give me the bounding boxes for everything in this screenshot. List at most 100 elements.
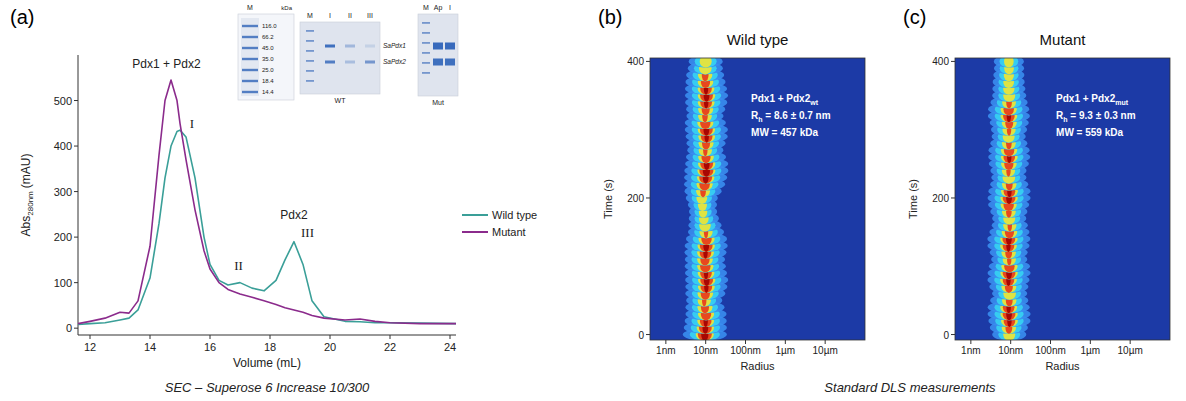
annotation: I: [190, 116, 194, 131]
x-tick-label: 1µm: [1081, 345, 1101, 356]
y-tick-label: 300: [54, 186, 72, 198]
gel-band: [306, 60, 314, 62]
y-tick-label: 0: [66, 322, 72, 334]
gel-marker-label: 66.2: [262, 34, 274, 40]
x-tick-label: 18: [264, 341, 276, 353]
x-axis-title: Volume (mL): [233, 356, 301, 370]
y-tick: [646, 197, 650, 198]
y-tick-label: 400: [932, 56, 949, 67]
y-tick: [74, 237, 78, 238]
gel-band: [365, 45, 375, 48]
gel-lane-label: I: [329, 12, 331, 19]
gel-marker-label: 45.0: [262, 45, 274, 51]
legend-label: Wild type: [492, 209, 537, 221]
gel-band-label: SaPdx2: [383, 58, 406, 65]
x-axis: [78, 335, 456, 336]
panel-letter: (c): [903, 6, 926, 28]
x-tick: [970, 340, 971, 344]
x-tick-label: 10µm: [813, 345, 838, 356]
y-tick: [74, 146, 78, 147]
x-tick: [1090, 340, 1091, 344]
x-tick: [825, 340, 826, 344]
heatmap-ground: [650, 58, 865, 340]
y-tick: [951, 197, 955, 198]
heatmap-slice: [994, 58, 1024, 68]
x-tick: [150, 335, 151, 339]
gel-band: [422, 72, 430, 74]
gel-caption: WT: [335, 97, 347, 104]
x-tick-label: 20: [324, 341, 336, 353]
x-tick: [785, 340, 786, 344]
y-axis-title: Time (s): [602, 179, 614, 219]
gel-band: [306, 30, 314, 32]
annotation: Rh = 9.3 ± 0.3 nm: [1056, 110, 1136, 123]
x-tick: [90, 335, 91, 339]
gel-lane-label: M: [247, 4, 253, 11]
y-axis-title-sub: 280nm: [26, 191, 35, 216]
heatmap-layer: [689, 58, 723, 68]
gel-lane-label: II: [348, 12, 352, 19]
y-tick: [74, 282, 78, 283]
x-tick-label: 10nm: [998, 345, 1023, 356]
annotation-part: = 8.6 ± 0.7 nm: [763, 110, 831, 121]
x-tick-label: 16: [204, 341, 216, 353]
x-tick-label: 14: [144, 341, 156, 353]
x-tick: [1050, 340, 1051, 344]
y-tick-label: 400: [627, 56, 644, 67]
plot-area: [683, 58, 729, 340]
heatmap-slice: [689, 58, 723, 68]
x-tick: [330, 335, 331, 339]
annotation: III: [301, 225, 314, 240]
gel-band: [422, 42, 430, 44]
heatmap-layer: [999, 58, 1018, 68]
x-tick: [270, 335, 271, 339]
annotation-part: MW = 559 kDa: [1056, 127, 1123, 138]
gel-marker-label: 14.4: [262, 89, 274, 95]
gel-band: [242, 91, 258, 93]
gel-lane-label: M: [423, 4, 429, 11]
heatmap-layer: [994, 58, 1024, 68]
annotation: Pdx1 + Pdx2: [132, 57, 201, 71]
gel-band: [365, 61, 375, 64]
gel-unit: kDa: [281, 5, 292, 11]
gel-caption: Mut: [432, 99, 444, 106]
gel-band: [242, 80, 258, 82]
y-tick-label: 200: [54, 231, 72, 243]
plot-frame: [955, 58, 1170, 340]
annotation: Rh = 8.6 ± 0.7 nm: [751, 110, 831, 123]
legend-swatch: [462, 231, 488, 233]
panel-title: Wild type: [727, 31, 789, 48]
x-tick-label: 24: [444, 341, 456, 353]
gel-marker-label: 116.0: [262, 23, 277, 29]
x-tick-label: 10µm: [1118, 345, 1143, 356]
y-tick: [74, 191, 78, 192]
annotation-sub: wt: [809, 99, 818, 106]
y-tick: [74, 100, 78, 101]
plot-frame: [650, 58, 865, 340]
gel-band: [445, 59, 455, 66]
y-tick: [951, 61, 955, 62]
gel-marker-label: 25.0: [262, 67, 274, 73]
y-tick: [646, 334, 650, 335]
x-tick: [1010, 340, 1011, 344]
gel-band: [422, 22, 430, 24]
y-tick-label: 500: [54, 95, 72, 107]
gel-band: [242, 69, 258, 71]
y-axis-title-unit: (mAU): [19, 154, 33, 189]
gel-band: [325, 61, 335, 64]
panel-letter: (a): [10, 6, 34, 28]
gel-lane-label: Ap: [434, 4, 443, 12]
gel-band: [433, 43, 443, 50]
y-tick-label: 100: [54, 277, 72, 289]
x-tick: [1130, 340, 1131, 344]
plot-area: [987, 58, 1030, 340]
panel-title: Mutant: [1040, 31, 1087, 48]
x-tick-label: 100nm: [730, 345, 761, 356]
x-tick: [745, 340, 746, 344]
x-tick-label: 1nm: [961, 345, 980, 356]
gel: [418, 14, 458, 96]
y-tick: [951, 334, 955, 335]
annotation-part: = 9.3 ± 0.3 nm: [1068, 110, 1136, 121]
x-tick-label: 1µm: [776, 345, 796, 356]
gel-band-label: SaPdx1: [383, 42, 406, 49]
